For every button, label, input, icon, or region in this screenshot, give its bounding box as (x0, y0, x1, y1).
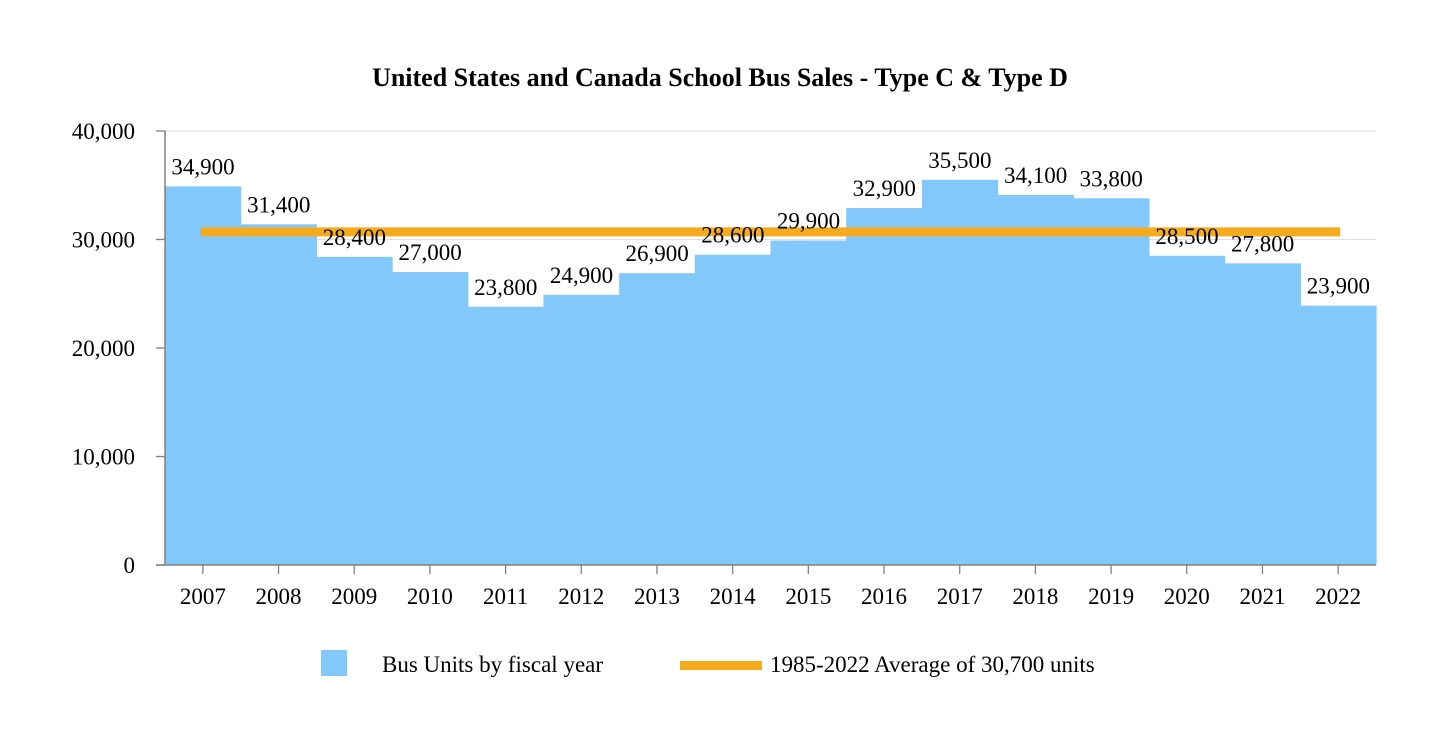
data-label-2009: 28,400 (323, 225, 386, 250)
bar-2020 (1148, 255, 1226, 565)
x-tick-label-2016: 2016 (861, 584, 907, 609)
y-tick-label-2: 20,000 (72, 336, 135, 361)
bar-2019 (1073, 198, 1150, 565)
data-label-2014: 28,600 (701, 223, 764, 248)
x-tick-label-2015: 2015 (785, 584, 831, 609)
x-tick-label-2008: 2008 (256, 584, 302, 609)
bar-2009 (316, 256, 393, 565)
bar-2013 (619, 273, 696, 565)
x-tick-label-2011: 2011 (483, 584, 528, 609)
data-label-2020: 28,500 (1155, 224, 1218, 249)
legend-swatch-bus-units (321, 650, 347, 676)
x-tick-label-2021: 2021 (1239, 584, 1285, 609)
x-tick-label-2014: 2014 (710, 584, 757, 609)
data-label-2021: 27,800 (1231, 231, 1294, 256)
bar-2016 (846, 208, 923, 565)
chart-title: United States and Canada School Bus Sale… (372, 63, 1068, 92)
data-label-2007: 34,900 (171, 154, 234, 179)
bar-2014 (694, 254, 772, 565)
bar-2022 (1300, 305, 1377, 565)
x-tick-label-2012: 2012 (558, 584, 604, 609)
axes: 0 10,000 20,000 30,000 40,000 2007 2008 2009 201… (72, 119, 1376, 609)
bar-2007 (165, 186, 242, 565)
bar-2017 (921, 179, 999, 565)
data-label-2010: 27,000 (398, 240, 461, 265)
data-label-2016: 32,900 (853, 176, 916, 201)
bar-2018 (997, 195, 1074, 565)
y-tick-label-1: 10,000 (72, 445, 135, 470)
y-tick-label-4: 40,000 (72, 119, 135, 144)
data-label-2015: 29,900 (777, 209, 840, 234)
data-label-2019: 33,800 (1080, 166, 1143, 191)
data-label-2017: 35,500 (928, 148, 991, 173)
y-tick-label-3: 30,000 (72, 228, 135, 253)
bars (165, 179, 1377, 565)
legend-label-bus-units: Bus Units by fiscal year (382, 652, 603, 677)
bar-2021 (1224, 263, 1301, 565)
data-label-2008: 31,400 (247, 192, 310, 217)
data-labels: 34,900 31,400 28,400 27,000 23,800 24,900 26,9… (171, 148, 1370, 300)
data-label-2013: 26,900 (626, 241, 689, 266)
bar-2015 (770, 240, 847, 565)
x-tick-label-2019: 2019 (1088, 584, 1134, 609)
x-tick-label-2018: 2018 (1012, 584, 1058, 609)
y-tick-label-0: 0 (124, 553, 136, 578)
bar-2012 (543, 294, 620, 565)
data-label-2022: 23,900 (1307, 274, 1370, 299)
bar-2008 (240, 224, 317, 565)
data-label-2011: 23,800 (474, 275, 537, 300)
legend: Bus Units by fiscal year 1985-2022 Avera… (321, 650, 1095, 677)
legend-swatch-average (680, 661, 762, 670)
x-tick-label-2022: 2022 (1315, 584, 1361, 609)
x-tick-label-2007: 2007 (180, 584, 226, 609)
bar-2010 (392, 272, 469, 565)
x-tick-label-2020: 2020 (1164, 584, 1210, 609)
bar-2011 (467, 306, 545, 565)
x-tick-label-2010: 2010 (407, 584, 453, 609)
data-label-2012: 24,900 (550, 263, 613, 288)
x-tick-label-2009: 2009 (331, 584, 377, 609)
data-label-2018: 34,100 (1004, 163, 1067, 188)
legend-label-average: 1985-2022 Average of 30,700 units (770, 652, 1095, 677)
x-tick-label-2017: 2017 (937, 584, 983, 609)
x-tick-label-2013: 2013 (634, 584, 680, 609)
